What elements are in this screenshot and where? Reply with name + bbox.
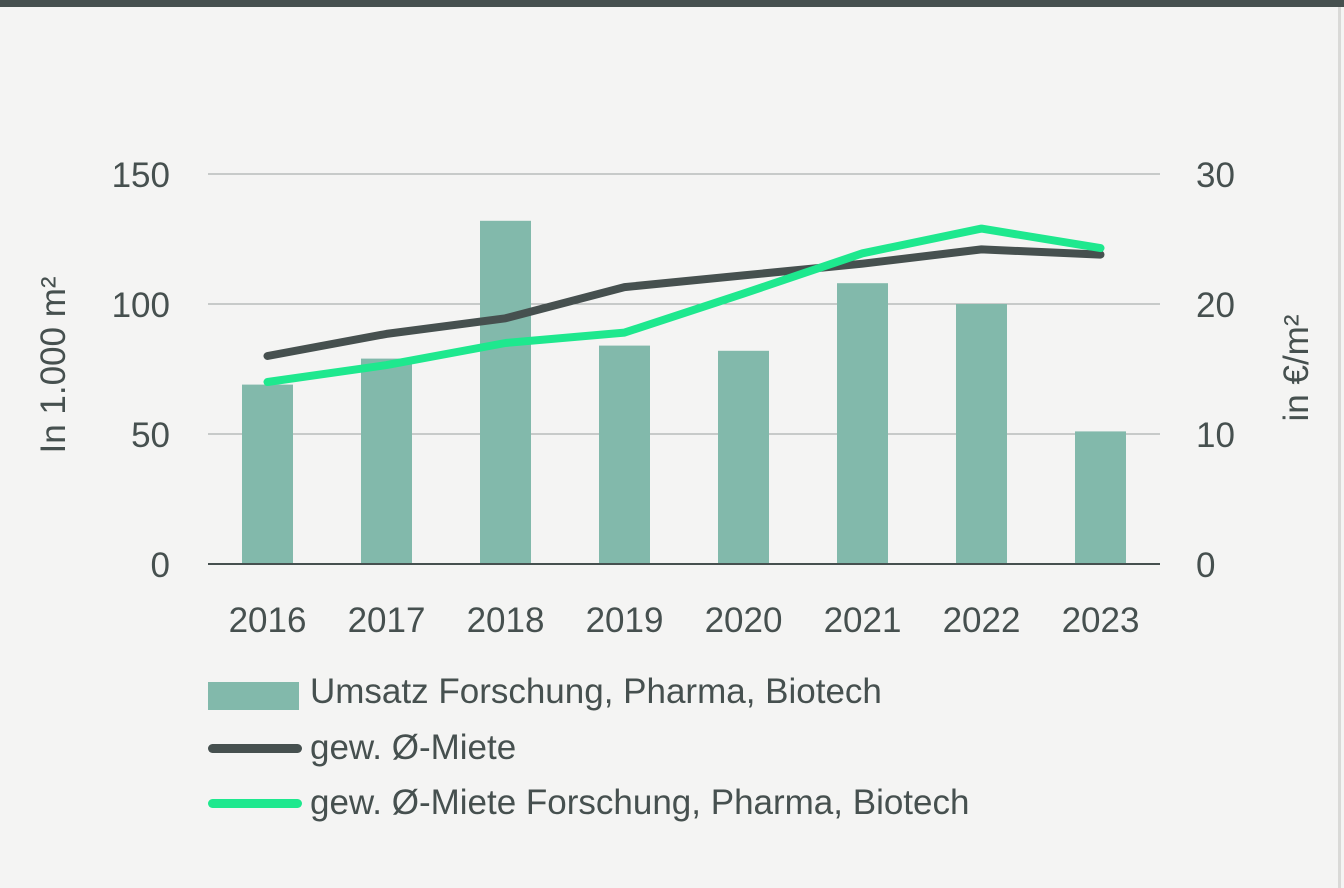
bar	[956, 304, 1007, 564]
x-tick-label: 2022	[943, 601, 1021, 640]
y-left-tick-label: 0	[151, 546, 170, 585]
x-tick-label: 2020	[705, 601, 783, 640]
x-tick-label: 2017	[348, 601, 426, 640]
bar	[718, 350, 769, 564]
bar	[1075, 431, 1126, 564]
line-series	[263, 224, 1105, 386]
legend-label-rent-research: gew. Ø-Miete Forschung, Pharma, Biotech	[310, 783, 970, 822]
axes: 0 50 100 150 0 10 20 30 2016 2017 2018 2019 2020 2021…	[112, 156, 1235, 640]
y-right-tick-label: 0	[1196, 546, 1215, 585]
y-right-tick-label: 30	[1196, 156, 1235, 195]
legend-swatch-bars	[208, 682, 299, 710]
y-axis-left-label: In 1.000 m²	[34, 276, 73, 453]
chart-frame	[0, 7, 1341, 888]
legend-label-bars: Umsatz Forschung, Pharma, Biotech	[310, 672, 882, 711]
bar-series	[242, 220, 1126, 565]
legend-swatch-rent-research	[208, 799, 302, 808]
x-tick-label: 2019	[586, 601, 664, 640]
legend-label-rent: gew. Ø-Miete	[310, 728, 517, 767]
y-left-tick-label: 50	[131, 416, 170, 455]
bar	[242, 384, 293, 564]
x-tick-label: 2018	[467, 601, 545, 640]
line-series-1	[263, 224, 1105, 386]
x-tick-label: 2016	[229, 601, 307, 640]
gridlines	[208, 173, 1160, 435]
x-tick-label: 2021	[824, 601, 902, 640]
legend-swatch-rent	[208, 744, 302, 753]
bar	[599, 345, 650, 564]
y-left-tick-label: 100	[112, 286, 170, 325]
bar	[480, 220, 531, 565]
x-tick-label: 2023	[1062, 601, 1140, 640]
y-left-tick-label: 150	[112, 156, 170, 195]
y-axis-right-label: in €/m²	[1277, 315, 1316, 422]
line-series-0	[263, 245, 1105, 360]
y-right-tick-label: 20	[1196, 286, 1235, 325]
bar	[361, 358, 412, 564]
y-right-tick-label: 10	[1196, 416, 1235, 455]
top-accent-bar	[0, 0, 1344, 7]
bar	[837, 283, 888, 564]
